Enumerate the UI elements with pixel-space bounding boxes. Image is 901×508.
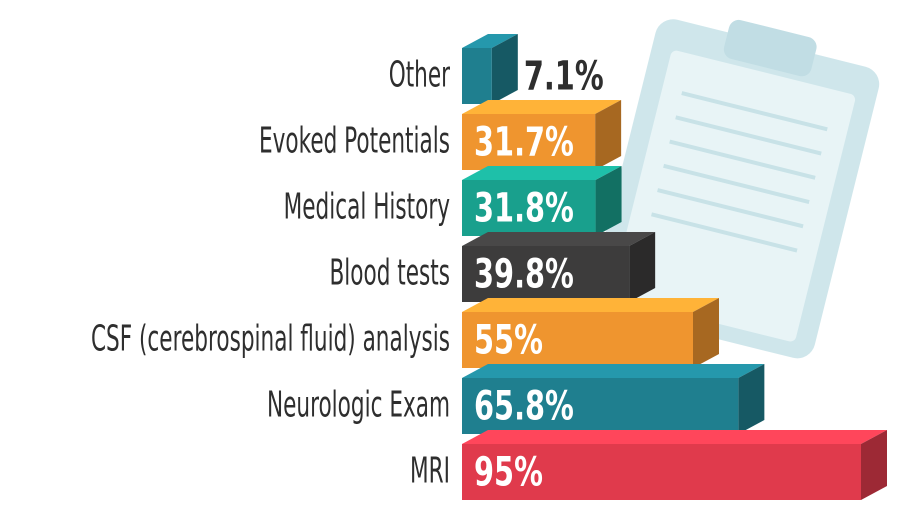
bar-top [462,34,518,48]
category-label: Evoked Potentials [259,118,450,160]
value-label: 65.8% [474,384,574,430]
category-label-group: Blood tests [329,250,450,292]
bar-top [462,298,719,312]
category-label: CSF (cerebrospinal fluid) analysis [91,316,450,358]
category-label-group: Evoked Potentials [259,118,450,160]
category-label: Other [389,52,451,94]
bar-group [462,100,622,170]
bar-group [462,232,656,302]
bar-top [462,430,887,444]
bar-side [861,430,887,500]
value-label: 7.1% [524,54,604,100]
bar [462,48,492,104]
bar-group [462,430,887,500]
bar-side [491,34,518,104]
bar-group [462,34,518,104]
value-label-group: 39.8% [474,252,574,298]
bar [462,312,693,368]
value-label-group: 95% [474,450,543,496]
clipboard-illustration [591,19,880,359]
category-label-group: Other [389,52,451,94]
bar-group [462,364,765,434]
category-label: Medical History [284,184,450,226]
value-label: 39.8% [474,252,574,298]
category-label: Blood tests [329,250,450,292]
bar [462,180,596,236]
value-label: 55% [474,318,543,364]
bar-side [595,100,622,170]
value-label-group: 7.1% [524,54,604,100]
value-label-group: 65.8% [474,384,574,430]
category-label-group: CSF (cerebrospinal fluid) analysis [91,316,450,358]
bar-side [693,298,719,368]
category-label-group: Neurologic Exam [267,382,450,424]
value-label: 31.7% [474,120,574,166]
bar-top [462,166,622,180]
bar [462,114,596,170]
value-label-group: 55% [474,318,543,364]
bar [462,246,630,302]
category-label: Neurologic Exam [267,382,450,424]
category-label-group: Medical History [284,184,450,226]
bar-group [462,298,719,368]
bar-side [595,166,622,236]
bar-top [462,100,622,114]
value-label-group: 31.7% [474,120,574,166]
bar [462,444,861,500]
category-label: MRI [410,448,450,490]
value-label: 95% [474,450,543,496]
bar [462,378,739,434]
value-label-group: 31.8% [474,186,574,232]
bar-top [462,364,765,378]
bar-side [629,232,656,302]
bar-top [462,232,656,246]
bar-group [462,166,622,236]
category-label-group: MRI [410,448,450,490]
bar-side [738,364,765,434]
value-label: 31.8% [474,186,574,232]
